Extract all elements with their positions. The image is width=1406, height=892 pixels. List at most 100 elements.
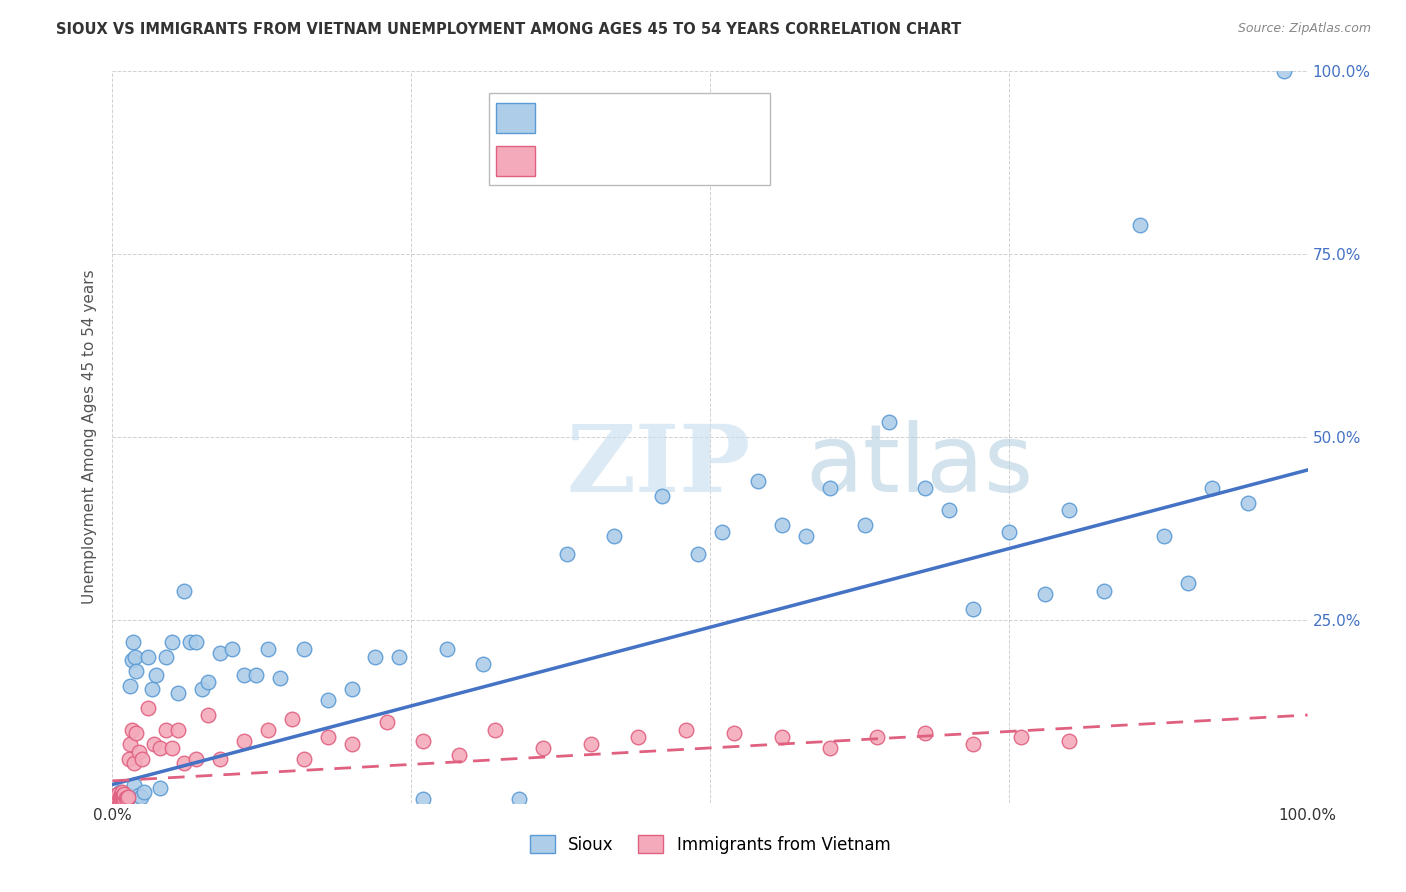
Point	[1237, 496, 1260, 510]
Point	[128, 745, 150, 759]
Point	[121, 653, 143, 667]
Point	[998, 525, 1021, 540]
Point	[112, 787, 135, 801]
Point	[627, 730, 650, 744]
Point	[118, 752, 141, 766]
Point	[117, 789, 139, 803]
Point	[149, 740, 172, 755]
Point	[105, 789, 128, 803]
Point	[112, 790, 135, 805]
Point	[120, 737, 142, 751]
Text: atlas: atlas	[806, 420, 1033, 512]
Point	[233, 733, 256, 747]
Point	[938, 503, 960, 517]
Point	[1057, 733, 1080, 747]
Point	[129, 789, 152, 804]
Point	[108, 794, 131, 808]
Point	[114, 790, 136, 805]
Point	[107, 794, 129, 808]
Point	[472, 657, 495, 671]
Point	[110, 792, 132, 806]
Point	[143, 737, 166, 751]
Point	[121, 723, 143, 737]
Point	[118, 789, 141, 804]
Point	[111, 785, 134, 799]
Point	[1272, 64, 1295, 78]
Point	[191, 682, 214, 697]
Point	[162, 740, 183, 755]
Point	[245, 667, 267, 681]
Point	[122, 778, 145, 792]
Point	[167, 686, 190, 700]
Point	[316, 693, 339, 707]
Point	[221, 642, 243, 657]
Point	[179, 635, 201, 649]
Legend: Sioux, Immigrants from Vietnam: Sioux, Immigrants from Vietnam	[523, 829, 897, 860]
Point	[1129, 218, 1152, 232]
Point	[292, 752, 315, 766]
Point	[108, 785, 131, 799]
Point	[132, 785, 155, 799]
Point	[257, 642, 280, 657]
Point	[162, 635, 183, 649]
Point	[114, 792, 136, 806]
Point	[1094, 583, 1116, 598]
Text: Source: ZipAtlas.com: Source: ZipAtlas.com	[1237, 22, 1371, 36]
Point	[818, 481, 841, 495]
Point	[197, 708, 219, 723]
Point	[115, 792, 138, 806]
Point	[531, 740, 554, 755]
Point	[508, 792, 530, 806]
Point	[818, 740, 841, 755]
Point	[155, 649, 177, 664]
Point	[167, 723, 190, 737]
Point	[579, 737, 602, 751]
Point	[281, 712, 304, 726]
Point	[377, 715, 399, 730]
Point	[794, 529, 817, 543]
Point	[112, 789, 135, 803]
Point	[914, 726, 936, 740]
Point	[186, 752, 208, 766]
Point	[412, 733, 434, 747]
Text: ZIP: ZIP	[567, 421, 751, 511]
Point	[388, 649, 411, 664]
Point	[340, 737, 363, 751]
Point	[122, 756, 145, 770]
Point	[173, 756, 195, 770]
Point	[484, 723, 506, 737]
Point	[1201, 481, 1223, 495]
Point	[105, 789, 128, 803]
Point	[104, 794, 127, 808]
Point	[879, 416, 901, 430]
Point	[866, 730, 889, 744]
Point	[111, 792, 134, 806]
Point	[688, 547, 710, 561]
Point	[138, 700, 160, 714]
Point	[269, 672, 291, 686]
Point	[110, 789, 132, 804]
Point	[114, 789, 136, 804]
Point	[1177, 576, 1199, 591]
Point	[209, 752, 232, 766]
Point	[110, 794, 132, 808]
Point	[651, 489, 673, 503]
Point	[105, 789, 128, 804]
Point	[962, 602, 984, 616]
Point	[316, 730, 339, 744]
Point	[114, 794, 135, 808]
Point	[747, 474, 769, 488]
Point	[292, 642, 315, 657]
Point	[111, 789, 134, 804]
Point	[107, 787, 129, 801]
Point	[115, 793, 138, 807]
Point	[1033, 587, 1056, 601]
Point	[117, 789, 139, 804]
Y-axis label: Unemployment Among Ages 45 to 54 years: Unemployment Among Ages 45 to 54 years	[82, 269, 97, 605]
Point	[114, 789, 135, 803]
Point	[125, 726, 148, 740]
Point	[1153, 529, 1175, 543]
Text: SIOUX VS IMMIGRANTS FROM VIETNAM UNEMPLOYMENT AMONG AGES 45 TO 54 YEARS CORRELAT: SIOUX VS IMMIGRANTS FROM VIETNAM UNEMPLO…	[56, 22, 962, 37]
Point	[209, 646, 232, 660]
Point	[121, 635, 143, 649]
